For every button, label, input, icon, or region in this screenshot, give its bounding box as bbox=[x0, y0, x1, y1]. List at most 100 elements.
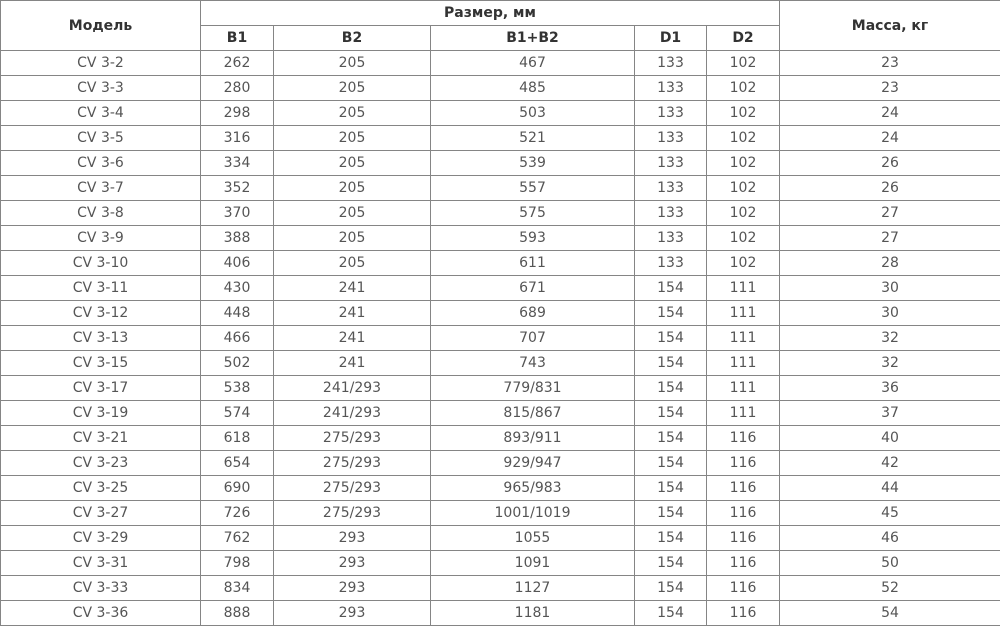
cell-d1: 154 bbox=[634, 450, 707, 476]
cell-b1: 448 bbox=[200, 300, 274, 326]
cell-model: CV 3-7 bbox=[0, 175, 201, 201]
cell-mass: 42 bbox=[779, 450, 1000, 476]
table-row: CV 3-36 888 293 1181 154 116 54 bbox=[0, 600, 1000, 626]
cell-b2: 205 bbox=[273, 125, 431, 151]
cell-d2: 116 bbox=[706, 450, 780, 476]
cell-b2: 205 bbox=[273, 150, 431, 176]
cell-b1-b2: 965/983 bbox=[430, 475, 635, 501]
cell-model: CV 3-29 bbox=[0, 525, 201, 551]
cell-mass: 27 bbox=[779, 200, 1000, 226]
cell-mass: 24 bbox=[779, 100, 1000, 126]
cell-d2: 116 bbox=[706, 550, 780, 576]
header-size-group: Размер, мм bbox=[200, 0, 780, 26]
cell-d1: 154 bbox=[634, 575, 707, 601]
cell-model: CV 3-8 bbox=[0, 200, 201, 226]
cell-model: CV 3-33 bbox=[0, 575, 201, 601]
cell-model: CV 3-9 bbox=[0, 225, 201, 251]
cell-b2: 275/293 bbox=[273, 450, 431, 476]
cell-b1: 370 bbox=[200, 200, 274, 226]
cell-mass: 32 bbox=[779, 325, 1000, 351]
cell-model: CV 3-13 bbox=[0, 325, 201, 351]
cell-mass: 24 bbox=[779, 125, 1000, 151]
header-d2: D2 bbox=[706, 25, 780, 51]
cell-d2: 111 bbox=[706, 300, 780, 326]
cell-mass: 36 bbox=[779, 375, 1000, 401]
cell-d1: 133 bbox=[634, 50, 707, 76]
cell-model: CV 3-27 bbox=[0, 500, 201, 526]
cell-b2: 205 bbox=[273, 175, 431, 201]
cell-mass: 45 bbox=[779, 500, 1000, 526]
cell-b1-b2: 611 bbox=[430, 250, 635, 276]
cell-d2: 116 bbox=[706, 575, 780, 601]
cell-model: CV 3-23 bbox=[0, 450, 201, 476]
cell-b1-b2: 779/831 bbox=[430, 375, 635, 401]
cell-b2: 241 bbox=[273, 275, 431, 301]
cell-d2: 102 bbox=[706, 250, 780, 276]
cell-d1: 154 bbox=[634, 550, 707, 576]
cell-b2: 205 bbox=[273, 50, 431, 76]
cell-mass: 30 bbox=[779, 275, 1000, 301]
table-row: CV 3-33 834 293 1127 154 116 52 bbox=[0, 575, 1000, 601]
cell-b1: 388 bbox=[200, 225, 274, 251]
cell-d1: 133 bbox=[634, 175, 707, 201]
cell-d1: 133 bbox=[634, 100, 707, 126]
cell-b1: 654 bbox=[200, 450, 274, 476]
cell-b1-b2: 575 bbox=[430, 200, 635, 226]
cell-b2: 205 bbox=[273, 225, 431, 251]
cell-d1: 133 bbox=[634, 250, 707, 276]
table-row: CV 3-19 574 241/293 815/867 154 111 37 bbox=[0, 400, 1000, 426]
cell-d1: 154 bbox=[634, 350, 707, 376]
cell-d2: 111 bbox=[706, 400, 780, 426]
cell-b1: 762 bbox=[200, 525, 274, 551]
cell-b1-b2: 1127 bbox=[430, 575, 635, 601]
cell-d2: 116 bbox=[706, 425, 780, 451]
cell-d2: 102 bbox=[706, 125, 780, 151]
cell-b1: 538 bbox=[200, 375, 274, 401]
cell-d2: 102 bbox=[706, 225, 780, 251]
cell-model: CV 3-4 bbox=[0, 100, 201, 126]
cell-d2: 102 bbox=[706, 50, 780, 76]
cell-d1: 154 bbox=[634, 325, 707, 351]
table-row: CV 3-8 370 205 575 133 102 27 bbox=[0, 200, 1000, 226]
cell-d2: 102 bbox=[706, 175, 780, 201]
cell-b1: 262 bbox=[200, 50, 274, 76]
cell-b2: 275/293 bbox=[273, 475, 431, 501]
cell-b2: 293 bbox=[273, 550, 431, 576]
cell-b1-b2: 671 bbox=[430, 275, 635, 301]
cell-b2: 205 bbox=[273, 200, 431, 226]
cell-mass: 50 bbox=[779, 550, 1000, 576]
cell-mass: 32 bbox=[779, 350, 1000, 376]
table-row: CV 3-7 352 205 557 133 102 26 bbox=[0, 175, 1000, 201]
cell-d2: 102 bbox=[706, 200, 780, 226]
table-row: CV 3-6 334 205 539 133 102 26 bbox=[0, 150, 1000, 176]
table-header: Модель Размер, мм Масса, кг B1 B2 B1+B2 … bbox=[0, 0, 1000, 51]
table-body: CV 3-2 262 205 467 133 102 23 CV 3-3 280 205 485 13… bbox=[0, 50, 1000, 626]
cell-model: CV 3-11 bbox=[0, 275, 201, 301]
cell-b2: 241 bbox=[273, 325, 431, 351]
header-b2: B2 bbox=[273, 25, 431, 51]
cell-d1: 154 bbox=[634, 400, 707, 426]
cell-b1: 618 bbox=[200, 425, 274, 451]
cell-mass: 46 bbox=[779, 525, 1000, 551]
cell-mass: 26 bbox=[779, 175, 1000, 201]
table-row: CV 3-13 466 241 707 154 111 32 bbox=[0, 325, 1000, 351]
table-row: CV 3-29 762 293 1055 154 116 46 bbox=[0, 525, 1000, 551]
cell-b1-b2: 1181 bbox=[430, 600, 635, 626]
cell-d2: 116 bbox=[706, 475, 780, 501]
table-row: CV 3-31 798 293 1091 154 116 50 bbox=[0, 550, 1000, 576]
header-b1: B1 bbox=[200, 25, 274, 51]
cell-b1: 798 bbox=[200, 550, 274, 576]
cell-d1: 154 bbox=[634, 425, 707, 451]
cell-mass: 40 bbox=[779, 425, 1000, 451]
cell-mass: 52 bbox=[779, 575, 1000, 601]
cell-model: CV 3-19 bbox=[0, 400, 201, 426]
cell-d1: 133 bbox=[634, 200, 707, 226]
cell-b1-b2: 893/911 bbox=[430, 425, 635, 451]
table-row: CV 3-15 502 241 743 154 111 32 bbox=[0, 350, 1000, 376]
cell-b2: 293 bbox=[273, 600, 431, 626]
cell-d2: 116 bbox=[706, 500, 780, 526]
cell-mass: 37 bbox=[779, 400, 1000, 426]
cell-b2: 241 bbox=[273, 300, 431, 326]
cell-b1: 690 bbox=[200, 475, 274, 501]
cell-model: CV 3-25 bbox=[0, 475, 201, 501]
